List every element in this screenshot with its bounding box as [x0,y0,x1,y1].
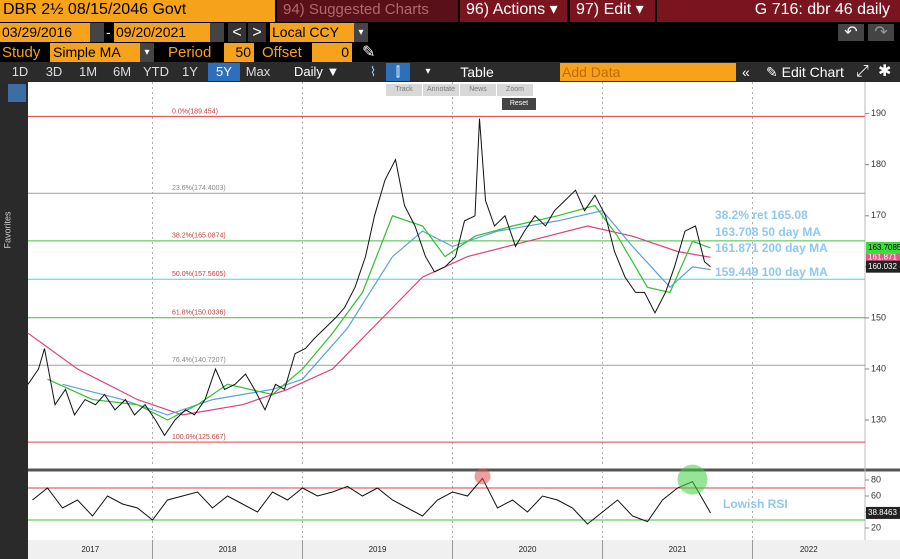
annotation: 161.871 200 day MA [715,241,828,255]
value-tag [866,260,900,273]
x-tick-label: 2021 [669,545,687,554]
dropdown[interactable]: ▾ [425,66,431,77]
study-label: Study [2,44,41,61]
range-tab[interactable]: 5Y [208,63,240,81]
y-tick-label: 170 [871,210,886,220]
actions-menu[interactable]: 96) Actions ▾ [460,0,567,22]
level-label: 0.0%(189.454) [172,108,218,115]
level-label: 38.2%(165.0874) [172,233,226,240]
period[interactable]: 50 [224,43,254,62]
dropdown[interactable]: ▾ [354,23,368,42]
prev-button[interactable]: < [228,23,246,42]
start-date[interactable]: 03/29/2016 [0,23,90,42]
level-label: 100.0%(125.667) [172,434,226,441]
x-axis [28,540,900,559]
level-label: 76.4%(140.7207) [172,357,226,364]
dash: - [106,24,111,40]
x-tick-label: 2022 [800,545,818,554]
edit-chart-label: Edit Chart [781,64,844,80]
line-icon[interactable]: ⌇ [369,64,377,79]
value-tag [866,506,900,519]
expand-icon[interactable]: ⤢ [856,63,869,80]
series-line [32,477,711,525]
undo[interactable]: ↶ [838,24,864,41]
study-name[interactable]: Simple MA [50,43,140,62]
table-button[interactable]: Table [460,64,494,80]
highlight [677,464,708,495]
calendar[interactable] [210,23,224,42]
mini-button[interactable]: Zoom [497,84,533,96]
reset-button[interactable]: Reset [502,98,536,110]
suggested-charts[interactable]: 94) Suggested Charts [277,0,458,22]
annotation: 163.708 50 day MA [715,225,821,239]
range-tab[interactable]: 1Y [182,64,198,79]
pencil[interactable]: ✎ [362,44,376,61]
series-line [27,225,711,416]
series-line [27,118,711,437]
offset[interactable]: 0 [312,43,352,62]
x-tick-label: 2017 [81,545,99,554]
y-tick-label: 150 [871,312,886,322]
range-tab[interactable]: YTD [143,64,169,79]
sidebar [0,82,28,559]
y-tick-label: 20 [871,522,881,532]
settings[interactable]: ✱ [878,63,892,80]
dropdown[interactable]: ▾ [140,43,154,62]
x-tick-label: 2020 [519,545,537,554]
value-tag-label: 161.871 [868,252,897,261]
period-label: Period [168,44,212,61]
level-label: 23.6%(174.4003) [172,185,226,192]
chart: Favorites 130140150160170180190201720182… [0,82,900,559]
security[interactable]: DBR 2½ 08/15/2046 Govt [0,0,275,22]
redo[interactable]: ↷ [868,24,894,41]
y-tick-label: 130 [871,414,886,424]
level-label: 50.0%(157.5605) [172,271,226,278]
y-tick-label: 180 [871,159,886,169]
y-tick-label: 60 [871,490,881,500]
range-tab[interactable]: 6M [112,64,132,79]
mini-button[interactable]: Track [386,84,422,96]
value-tag [866,241,900,254]
range-tab[interactable]: 1M [78,64,98,79]
range-tab[interactable]: Max [245,64,271,79]
chart-name: G 716: dbr 46 daily [657,0,900,22]
mini-button[interactable]: News [460,84,496,96]
pointer-tool[interactable] [8,84,26,102]
level-label: 61.8%(150.0336) [172,310,226,317]
end-date[interactable]: 09/20/2021 [114,23,210,42]
annotation: Lowish RSI [723,497,788,511]
range-tab[interactable]: 3D [45,64,63,79]
value-tag-label: 163.7085 [868,243,900,252]
frequency[interactable]: Daily ▼ [294,64,340,79]
y-tick-label: 80 [871,474,881,484]
mini-button[interactable]: Annotate [423,84,459,96]
bar-icon[interactable]: ⫿ [386,63,410,81]
calendar[interactable] [90,23,104,42]
x-tick-label: 2019 [369,545,387,554]
value-tag-label: 160.032 [868,262,897,271]
annotation: 38.2% ret 165.08 [715,208,808,222]
value-tag [866,251,900,264]
sidebar-label: Favorites [2,211,12,249]
edit-chart[interactable]: ✎ Edit Chart [766,64,844,80]
annotation: 159.449 100 day MA [715,265,828,279]
collapse[interactable]: « [742,64,750,80]
currency[interactable]: Local CCY [270,23,354,42]
highlight [474,468,491,485]
price-panel [28,82,900,470]
x-tick-label: 2018 [219,545,237,554]
y-tick-label: 140 [871,363,886,373]
rsi-panel [28,470,900,540]
range-tab[interactable]: 1D [11,64,29,79]
y-tick-label: 190 [871,108,886,118]
add-data[interactable]: Add Data [560,63,736,81]
edit-menu[interactable]: 97) Edit ▾ [570,0,655,22]
value-tag-label: 38.8463 [868,508,897,517]
next-button[interactable]: > [248,23,266,42]
offset-label: Offset [262,44,302,61]
